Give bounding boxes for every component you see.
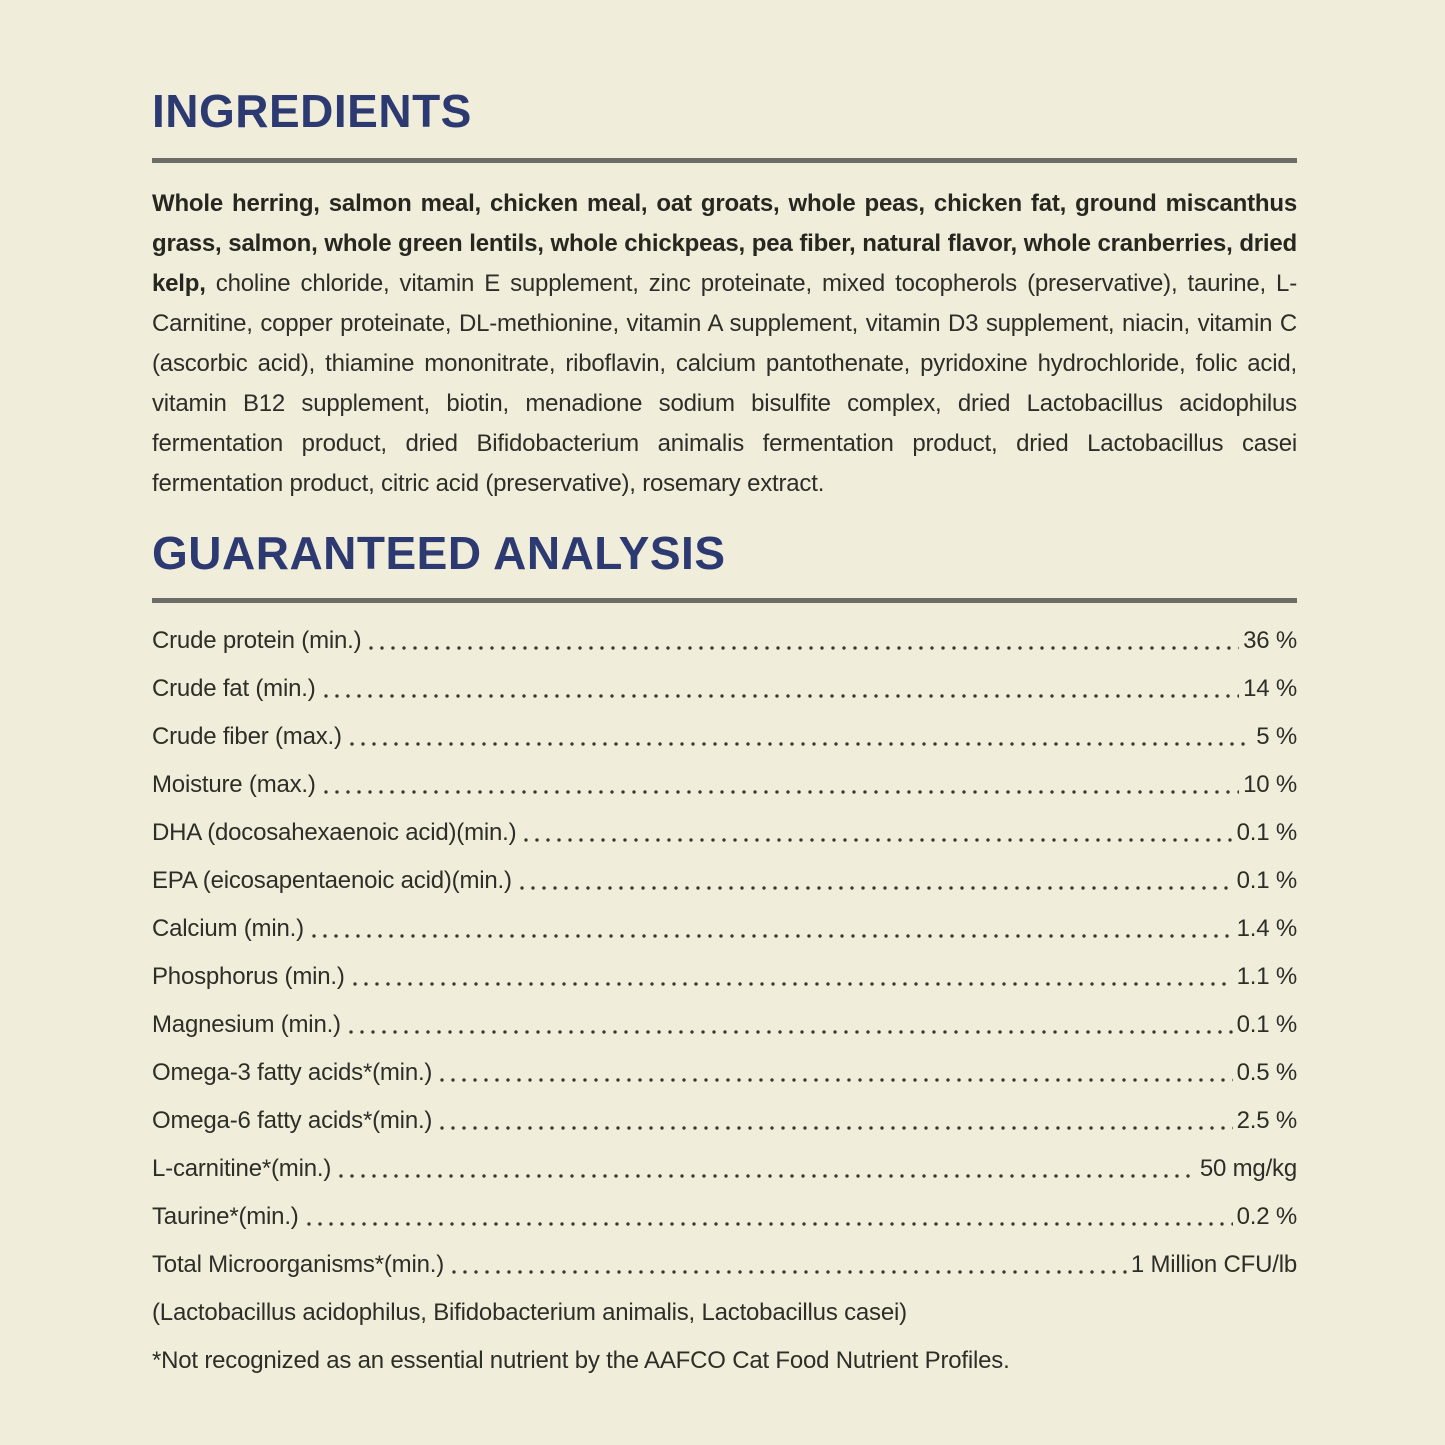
- aafco-footnote: *Not recognized as an essential nutrient…: [152, 1347, 1010, 1374]
- ingredients-bold-text: Whole herring, salmon meal, chicken meal…: [152, 190, 1297, 297]
- analysis-row-value: 1.4 %: [1236, 915, 1298, 942]
- analysis-row: Omega-3 fatty acids*(min.) 0.5 %: [152, 1049, 1297, 1097]
- analysis-row-label: Taurine*(min.): [152, 1203, 299, 1230]
- dotted-leader: [519, 885, 1233, 891]
- dotted-leader: [369, 645, 1240, 651]
- guaranteed-analysis-table: Crude protein (min.) 36 % Crude fat (min.)…: [152, 617, 1297, 1289]
- dotted-leader: [323, 693, 1240, 699]
- dotted-leader: [339, 1173, 1196, 1179]
- analysis-row-label: Calcium (min.): [152, 915, 304, 942]
- analysis-row-label: Moisture (max.): [152, 771, 316, 798]
- analysis-row: DHA (docosahexaenoic acid)(min.) 0.1 %: [152, 809, 1297, 857]
- analysis-row-label: Omega-6 fatty acids*(min.): [152, 1107, 433, 1134]
- dotted-leader: [349, 741, 1253, 747]
- analysis-row-label: Phosphorus (min.): [152, 963, 345, 990]
- analysis-row: Taurine*(min.) 0.2 %: [152, 1193, 1297, 1241]
- analysis-row-value: 0.1 %: [1236, 1011, 1298, 1038]
- ingredients-heading: INGREDIENTS: [152, 85, 472, 137]
- analysis-row-label: EPA (eicosapentaenoic acid)(min.): [152, 867, 512, 894]
- dotted-leader: [440, 1125, 1233, 1131]
- analysis-row-value: 0.2 %: [1236, 1203, 1298, 1230]
- analysis-row: Crude protein (min.) 36 %: [152, 617, 1297, 665]
- analysis-row: L-carnitine*(min.) 50 mg/kg: [152, 1145, 1297, 1193]
- ingredients-paragraph: Whole herring, salmon meal, chicken meal…: [152, 184, 1297, 504]
- dotted-leader: [352, 981, 1233, 987]
- analysis-row: EPA (eicosapentaenoic acid)(min.) 0.1 %: [152, 857, 1297, 905]
- guaranteed-analysis-heading: GUARANTEED ANALYSIS: [152, 527, 726, 579]
- analysis-row-value: 0.1 %: [1236, 819, 1298, 846]
- analysis-row-label: Magnesium (min.): [152, 1011, 341, 1038]
- analysis-row: Calcium (min.) 1.4 %: [152, 905, 1297, 953]
- analysis-row-label: Crude fat (min.): [152, 675, 316, 702]
- analysis-row: Total Microorganisms*(min.) 1 Million CFU…: [152, 1241, 1297, 1289]
- analysis-row: Moisture (max.) 10 %: [152, 761, 1297, 809]
- analysis-row-label: Crude protein (min.): [152, 627, 362, 654]
- dotted-leader: [348, 1029, 1233, 1035]
- dotted-leader: [323, 789, 1240, 795]
- analysis-row-value: 0.5 %: [1236, 1059, 1298, 1086]
- analysis-row-label: Omega-3 fatty acids*(min.): [152, 1059, 433, 1086]
- ingredients-divider: [152, 158, 1297, 163]
- analysis-row-value: 2.5 %: [1236, 1107, 1298, 1134]
- analysis-row-value: 14 %: [1243, 675, 1297, 702]
- guaranteed-analysis-divider: [152, 598, 1297, 603]
- dotted-leader: [306, 1221, 1233, 1227]
- analysis-row-value: 1 Million CFU/lb: [1130, 1251, 1297, 1278]
- dotted-leader: [524, 837, 1233, 843]
- analysis-row-value: 36 %: [1243, 627, 1297, 654]
- analysis-row-label: Total Microorganisms*(min.): [152, 1251, 444, 1278]
- analysis-row-value: 1.1 %: [1236, 963, 1298, 990]
- analysis-row: Magnesium (min.) 0.1 %: [152, 1001, 1297, 1049]
- analysis-row-label: DHA (docosahexaenoic acid)(min.): [152, 819, 517, 846]
- analysis-row-value: 0.1 %: [1236, 867, 1298, 894]
- dotted-leader: [452, 1269, 1127, 1275]
- analysis-row-label: Crude fiber (max.): [152, 723, 342, 750]
- dotted-leader: [440, 1077, 1233, 1083]
- analysis-row-value: 10 %: [1243, 771, 1297, 798]
- analysis-row: Omega-6 fatty acids*(min.) 2.5 %: [152, 1097, 1297, 1145]
- analysis-row: Phosphorus (min.) 1.1 %: [152, 953, 1297, 1001]
- analysis-row: Crude fat (min.) 14 %: [152, 665, 1297, 713]
- microorganisms-note: (Lactobacillus acidophilus, Bifidobacter…: [152, 1299, 907, 1326]
- analysis-row: Crude fiber (max.) 5 %: [152, 713, 1297, 761]
- analysis-row-label: L-carnitine*(min.): [152, 1155, 332, 1182]
- analysis-row-value: 5 %: [1256, 723, 1297, 750]
- dotted-leader: [311, 933, 1233, 939]
- ingredients-regular-text: choline chloride, vitamin E supplement, …: [152, 270, 1297, 497]
- analysis-row-value: 50 mg/kg: [1199, 1155, 1297, 1182]
